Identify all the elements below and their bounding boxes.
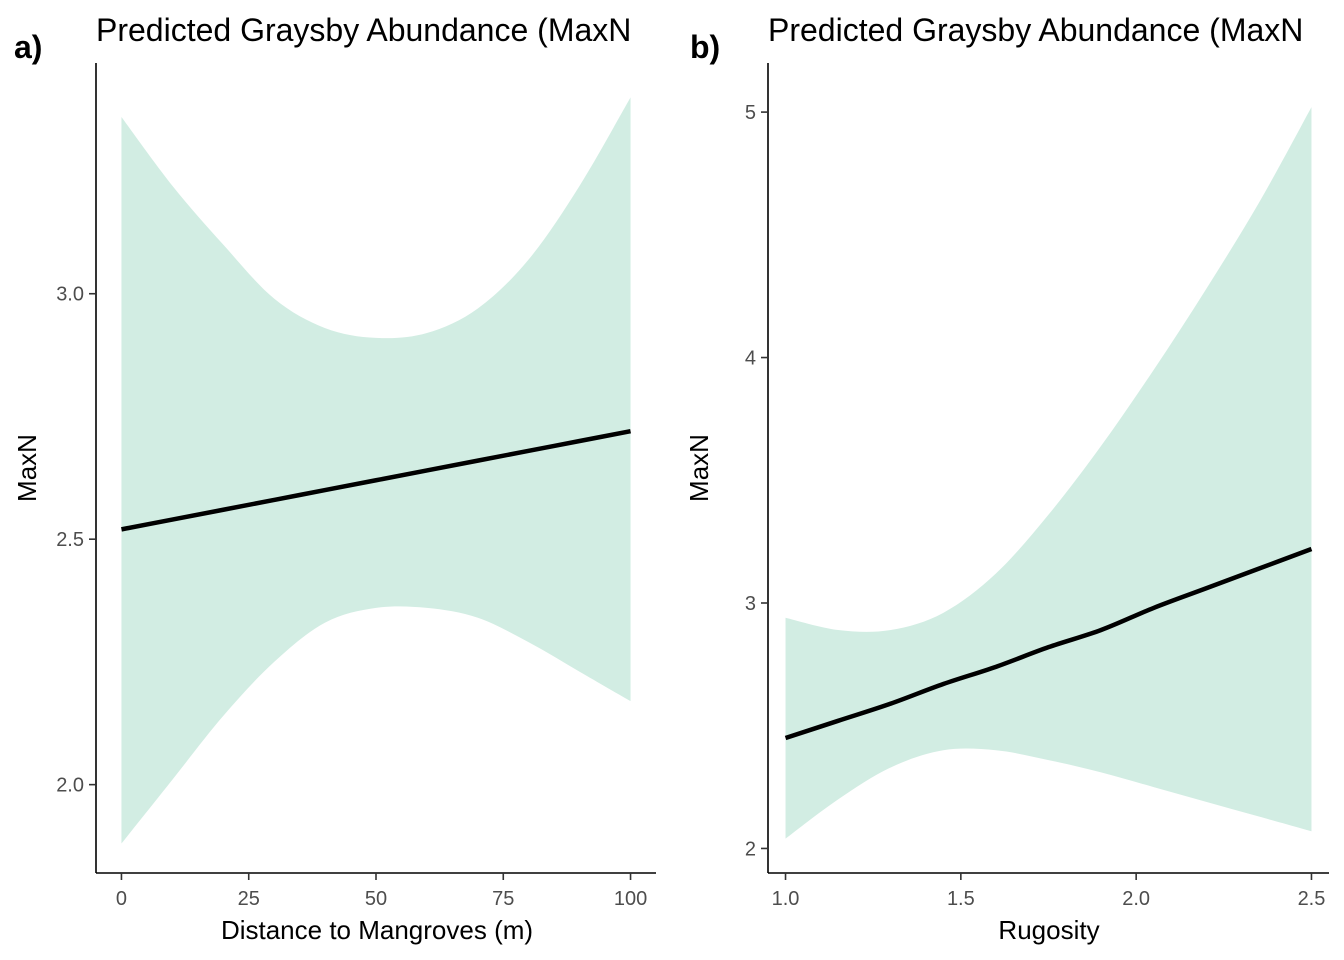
confidence-ribbon-a (121, 97, 631, 844)
plot-area-a: 0 25 50 75 100 2.0 2.5 3.0 (56, 63, 656, 910)
x-tick-label-a: 50 (365, 888, 387, 910)
y-tick-label-a: 2.5 (56, 529, 84, 551)
confidence-ribbon-b (785, 107, 1312, 839)
panel-title-b: Predicted Graysby Abundance (MaxN (768, 12, 1303, 48)
panel-a: a) Predicted Graysby Abundance (MaxN 0 25… (12, 12, 656, 945)
y-tick-label-b: 2 (745, 838, 756, 860)
y-tick-label-a: 2.0 (56, 775, 84, 797)
panel-label-a: a) (14, 29, 42, 65)
y-axis-title-b: MaxN (684, 434, 714, 502)
plot-area-b: 1.0 1.5 2.0 2.5 2 3 4 5 (745, 63, 1329, 910)
x-tick-label-b: 2.5 (1298, 888, 1326, 910)
y-axis-title-a: MaxN (12, 434, 42, 502)
y-tick-label-b: 5 (745, 102, 756, 124)
x-tick-label-a: 0 (116, 888, 127, 910)
y-tick-label-b: 3 (745, 593, 756, 615)
panel-title-a: Predicted Graysby Abundance (MaxN (96, 12, 631, 48)
x-axis-title-b: Rugosity (998, 915, 1099, 945)
x-tick-label-a: 25 (238, 888, 260, 910)
fit-line-a (121, 428, 631, 532)
x-tick-label-a: 75 (492, 888, 514, 910)
y-tick-label-b: 4 (745, 348, 756, 370)
panel-b: b) Predicted Graysby Abundance (MaxN 1.0… (684, 12, 1329, 945)
x-tick-label-b: 1.5 (947, 888, 975, 910)
x-tick-label-b: 2.0 (1122, 888, 1150, 910)
x-axis-title-a: Distance to Mangroves (m) (221, 915, 533, 945)
x-tick-label-a: 100 (614, 888, 647, 910)
panel-label-b: b) (690, 29, 720, 65)
x-tick-label-b: 1.0 (772, 888, 800, 910)
fit-line-b (784, 546, 1313, 741)
y-tick-label-a: 3.0 (56, 284, 84, 306)
